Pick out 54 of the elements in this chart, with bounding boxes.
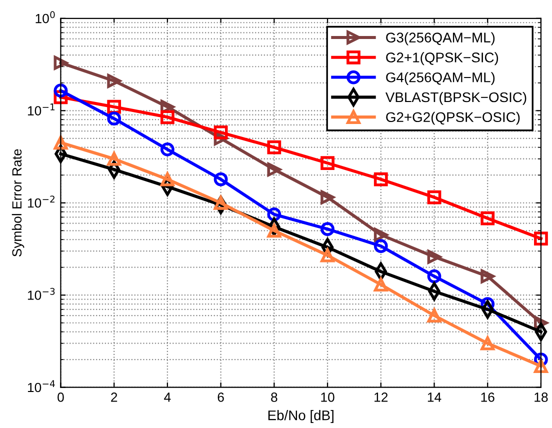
- x-tick-label: 10: [321, 392, 334, 402]
- point: [374, 228, 388, 242]
- point: [320, 190, 334, 204]
- legend-label: G4(256QAM−ML): [386, 72, 495, 86]
- y-tick-label: 10$^{−2}$: [28, 196, 54, 208]
- point: [320, 248, 334, 262]
- x-tick-label: 0: [58, 392, 64, 402]
- x-tick-label: 6: [218, 392, 224, 402]
- x-axis-title: Eb/No [dB]: [268, 410, 334, 424]
- point: [267, 224, 282, 238]
- point: [374, 239, 388, 254]
- point: [214, 126, 228, 140]
- point: [427, 250, 442, 264]
- point: [267, 162, 282, 176]
- x-tick-label: 12: [374, 392, 388, 402]
- point: [534, 359, 548, 374]
- point: [480, 336, 495, 350]
- point: [214, 172, 228, 186]
- legend-label: G3(256QAM−ML): [386, 32, 495, 46]
- point: [160, 142, 174, 156]
- x-tick-label: 4: [164, 392, 171, 402]
- point: [320, 222, 334, 236]
- point: [107, 74, 122, 88]
- y-tick-label: 10$^{−4}$: [28, 380, 55, 392]
- x-tick-label: 8: [271, 392, 278, 402]
- x-tick-label: 2: [111, 392, 118, 402]
- x-tick-label: 14: [428, 392, 442, 402]
- point: [480, 211, 495, 226]
- point: [160, 110, 174, 124]
- point: [107, 152, 122, 166]
- point: [160, 172, 174, 186]
- point: [427, 190, 442, 204]
- x-tick-label: 18: [534, 392, 548, 402]
- legend-label: G2+G2(QPSK−OSIC): [386, 112, 520, 125]
- point: [534, 232, 548, 246]
- point: [54, 56, 68, 70]
- point: [427, 308, 442, 323]
- point: [374, 278, 388, 292]
- y-tick-label: 10$^{−1}$: [28, 104, 55, 116]
- point: [54, 136, 68, 150]
- x-tick-label: 16: [481, 392, 494, 402]
- point: [54, 84, 68, 98]
- point: [480, 269, 495, 284]
- point: [427, 269, 442, 284]
- point: [267, 140, 282, 154]
- legend-label: VBLAST(BPSK−OSIC): [385, 92, 526, 105]
- point: [374, 172, 388, 186]
- y-axis-title: Symbol Error Rate: [12, 149, 24, 257]
- point: [107, 112, 122, 126]
- y-tick-label: 10$^{−3}$: [28, 288, 55, 300]
- point: [320, 156, 334, 170]
- point: [214, 196, 228, 210]
- legend-label: G2+1(QPSK−SIC): [386, 52, 498, 66]
- y-tick-label: 10$^{0}$: [36, 11, 55, 24]
